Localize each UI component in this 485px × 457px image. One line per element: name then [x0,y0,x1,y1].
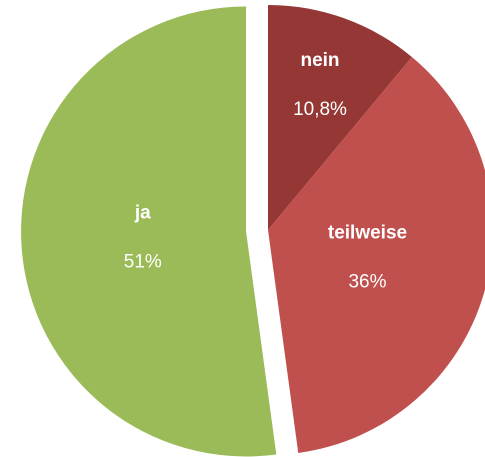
slice-value-label: 36% [348,272,386,293]
slice-name: ja [134,202,151,223]
slice-name: nein [300,50,339,71]
pie-slice [21,6,277,457]
slice-name: teilweise [328,223,407,244]
pie-slice [268,57,485,453]
pie-slice [268,5,412,230]
slice-value-label: 51% [124,251,162,272]
slice-value-label: 10,8% [293,99,347,120]
